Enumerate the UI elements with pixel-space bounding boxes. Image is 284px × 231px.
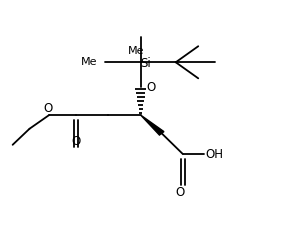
Polygon shape: [141, 116, 164, 135]
Text: O: O: [71, 134, 81, 147]
Text: O: O: [43, 101, 53, 114]
Text: O: O: [147, 80, 156, 94]
Text: OH: OH: [206, 148, 224, 161]
Text: O: O: [175, 185, 185, 198]
Text: Me: Me: [80, 57, 97, 67]
Text: Me: Me: [128, 46, 145, 56]
Text: Si: Si: [140, 57, 151, 70]
